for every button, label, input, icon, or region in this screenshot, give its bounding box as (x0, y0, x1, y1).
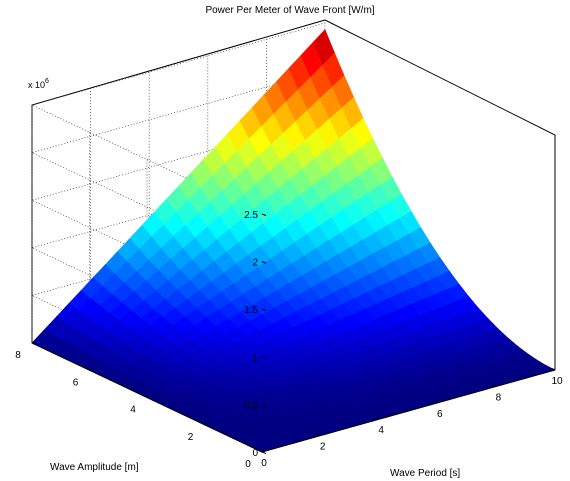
back-wall-right-frame (324, 19, 556, 370)
x-tick-label: 2 (320, 442, 326, 453)
x-tick-mark (317, 433, 321, 437)
x-tick-label: 10 (551, 376, 563, 387)
axes-box (31, 19, 556, 453)
z-tick-label: 2.5 (244, 210, 258, 221)
z-tick-mark (261, 403, 267, 407)
z-tick-mark (261, 213, 267, 216)
z-tick-mark (261, 261, 267, 264)
x-tick-label: 0 (261, 458, 267, 469)
z-tick-label: 2 (252, 258, 258, 269)
x-tick-mark (258, 450, 263, 453)
x-tick-label: 8 (496, 392, 502, 403)
z-tick-label: 1 (252, 353, 258, 364)
x-tick-mark (375, 417, 380, 420)
grid-line-z (31, 22, 326, 215)
y-tick-mark (89, 368, 93, 371)
z-tick-mark (261, 308, 267, 312)
y-tick-label: 2 (188, 432, 194, 443)
y-tick-mark (204, 423, 208, 426)
x-tick-label: 6 (437, 409, 443, 420)
x-tick-mark (434, 400, 439, 404)
z-tick-label: 1.5 (244, 305, 258, 316)
y-tick-mark (146, 396, 151, 398)
x-axis-line (261, 369, 556, 453)
surface-plot (31, 29, 556, 453)
z-tick-label: 0 (252, 448, 258, 459)
z-multiplier-exponent: 6 (45, 78, 49, 85)
z-multiplier-label: x 106 (28, 78, 49, 90)
chart-title: Power Per Meter of Wave Front [W/m] (205, 5, 374, 16)
y-tick-label: 6 (73, 377, 79, 388)
x-tick-mark (551, 368, 556, 371)
x-tick-label: 4 (378, 425, 384, 436)
z-tick-mark (261, 356, 267, 359)
x-tick-mark (493, 384, 497, 387)
tick-marks (31, 213, 556, 454)
z-tick-label: 0.5 (244, 400, 258, 411)
z-multiplier-base: x 10 (28, 80, 45, 90)
y-tick-label: 4 (130, 405, 136, 416)
y-tick-label: 0 (245, 459, 251, 470)
y-tick-mark (31, 341, 36, 344)
x-axis-label: Wave Period [s] (390, 468, 460, 479)
y-axis-label: Wave Amplitude [m] (50, 462, 139, 473)
z-tick-mark (261, 451, 267, 454)
tick-labels: 0 2 4 6 8 10 0 2 4 6 8 0 0.5 1 1.5 2 2.5 (15, 210, 563, 470)
y-tick-label: 8 (15, 350, 21, 361)
